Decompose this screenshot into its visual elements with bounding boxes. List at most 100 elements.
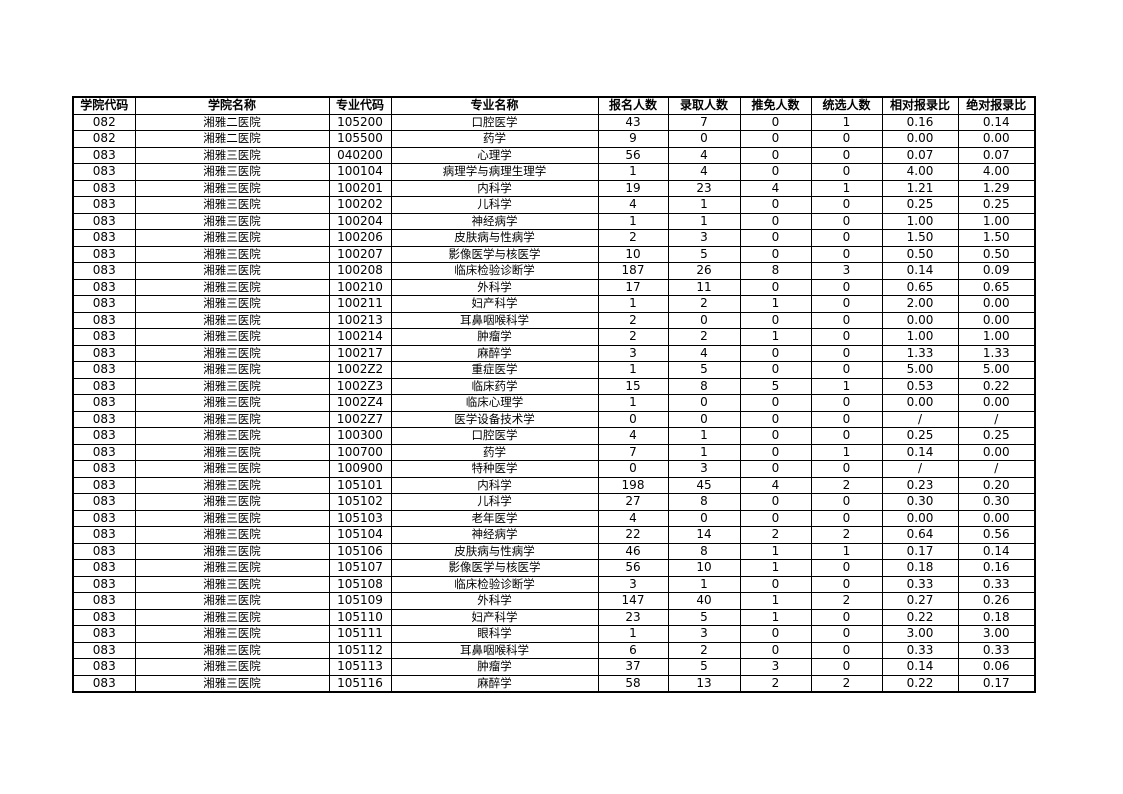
table-cell: 2.00	[881, 295, 959, 313]
table-cell: 0	[810, 410, 883, 428]
table-cell: 0.50	[881, 245, 959, 263]
table-cell: 3	[739, 658, 812, 676]
table-cell: 药学	[390, 443, 599, 461]
table-cell: 0.14	[881, 262, 959, 280]
table-cell: 10	[597, 245, 669, 263]
table-cell: 100700	[328, 443, 392, 461]
table-cell: 083	[72, 625, 136, 643]
table-cell: 083	[72, 278, 136, 296]
table-cell: 0.00	[957, 509, 1036, 527]
table-cell: 1	[810, 542, 883, 560]
table-cell: 湘雅三医院	[134, 559, 330, 577]
table-cell: 105101	[328, 476, 392, 494]
table-row: 083 湘雅三医院 100211 妇产科学 1 2 1 0 2.00 0.00	[72, 295, 1036, 313]
table-cell: 湘雅三医院	[134, 196, 330, 214]
table-cell: 2	[810, 526, 883, 544]
table-cell: 0	[810, 460, 883, 478]
table-cell: 13	[667, 674, 741, 693]
table-cell: 58	[597, 674, 669, 693]
table-cell: 1.21	[881, 179, 959, 197]
table-cell: 100207	[328, 245, 392, 263]
table-cell: 083	[72, 641, 136, 659]
table-cell: 0.18	[957, 608, 1036, 626]
header-cell: 专业代码	[328, 96, 392, 115]
table-cell: 湘雅三医院	[134, 575, 330, 593]
table-cell: 耳鼻咽喉科学	[390, 311, 599, 329]
table-cell: 5	[667, 608, 741, 626]
table-cell: 0.30	[881, 493, 959, 511]
table-row: 083 湘雅三医院 105106 皮肤病与性病学 46 8 1 1 0.17 0.14	[72, 542, 1036, 560]
table-cell: 湘雅三医院	[134, 443, 330, 461]
table-cell: 重症医学	[390, 361, 599, 379]
table-cell: 0	[739, 113, 812, 131]
table-row: 083 湘雅三医院 105112 耳鼻咽喉科学 6 2 0 0 0.33 0.33	[72, 641, 1036, 659]
table-cell: 5.00	[957, 361, 1036, 379]
table-cell: 湘雅三医院	[134, 377, 330, 395]
table-row: 083 湘雅三医院 100104 病理学与病理生理学 1 4 0 0 4.00 4.00	[72, 163, 1036, 181]
table-row: 083 湘雅三医院 105116 麻醉学 58 13 2 2 0.22 0.17	[72, 674, 1036, 693]
table-cell: 临床检验诊断学	[390, 575, 599, 593]
table-cell: 0.25	[957, 196, 1036, 214]
admission-table: 学院代码 学院名称 专业代码 专业名称 报名人数 录取人数 推免人数 统选人数 相对报录比 绝对报…	[72, 96, 1036, 693]
table-cell: 0	[739, 163, 812, 181]
table-cell: 2	[667, 295, 741, 313]
header-cell: 学院代码	[72, 96, 136, 115]
table-cell: 0.33	[881, 641, 959, 659]
table-cell: 0	[667, 394, 741, 412]
table-cell: 105103	[328, 509, 392, 527]
table-cell: 105116	[328, 674, 392, 693]
table-cell: 0.07	[881, 146, 959, 164]
table-row: 083 湘雅三医院 100214 肿瘤学 2 2 1 0 1.00 1.00	[72, 328, 1036, 346]
table-cell: 4.00	[881, 163, 959, 181]
header-cell: 录取人数	[667, 96, 741, 115]
table-cell: 56	[597, 559, 669, 577]
table-cell: 100300	[328, 427, 392, 445]
table-cell: 0.22	[881, 608, 959, 626]
table-cell: 3	[810, 262, 883, 280]
table-cell: 083	[72, 575, 136, 593]
table-cell: 15	[597, 377, 669, 395]
table-cell: 1	[810, 179, 883, 197]
table-cell: 1	[597, 163, 669, 181]
table-cell: 1.00	[881, 328, 959, 346]
table-cell: 0.26	[957, 592, 1036, 610]
table-cell: 湘雅三医院	[134, 179, 330, 197]
table-cell: 19	[597, 179, 669, 197]
table-cell: 5	[667, 658, 741, 676]
table-cell: 083	[72, 526, 136, 544]
table-cell: 0.33	[957, 641, 1036, 659]
table-cell: 1	[810, 443, 883, 461]
table-cell: 100214	[328, 328, 392, 346]
header-cell: 专业名称	[390, 96, 599, 115]
table-cell: 45	[667, 476, 741, 494]
table-cell: 0.30	[957, 493, 1036, 511]
table-cell: 105106	[328, 542, 392, 560]
table-cell: 0.00	[881, 311, 959, 329]
table-cell: 0	[667, 311, 741, 329]
table-cell: 083	[72, 311, 136, 329]
table-cell: 0	[739, 146, 812, 164]
table-cell: 0	[810, 146, 883, 164]
table-cell: 1.50	[957, 229, 1036, 247]
table-cell: 湘雅三医院	[134, 410, 330, 428]
table-cell: 0	[739, 196, 812, 214]
table-cell: 083	[72, 559, 136, 577]
table-cell: 100201	[328, 179, 392, 197]
table-cell: 0	[739, 641, 812, 659]
table-cell: 0	[739, 410, 812, 428]
table-cell: 0	[597, 460, 669, 478]
table-cell: 083	[72, 361, 136, 379]
table-cell: 湘雅三医院	[134, 361, 330, 379]
table-cell: 083	[72, 493, 136, 511]
table-cell: 麻醉学	[390, 344, 599, 362]
table-cell: 湘雅三医院	[134, 641, 330, 659]
table-cell: 药学	[390, 130, 599, 148]
table-row: 083 湘雅三医院 100213 耳鼻咽喉科学 2 0 0 0 0.00 0.00	[72, 311, 1036, 329]
table-cell: 1	[597, 361, 669, 379]
table-cell: 0.27	[881, 592, 959, 610]
table-row: 083 湘雅三医院 100204 神经病学 1 1 0 0 1.00 1.00	[72, 212, 1036, 230]
table-cell: 105109	[328, 592, 392, 610]
table-cell: 2	[597, 328, 669, 346]
table-row: 083 湘雅三医院 1002Z4 临床心理学 1 0 0 0 0.00 0.00	[72, 394, 1036, 412]
table-cell: 0.16	[957, 559, 1036, 577]
